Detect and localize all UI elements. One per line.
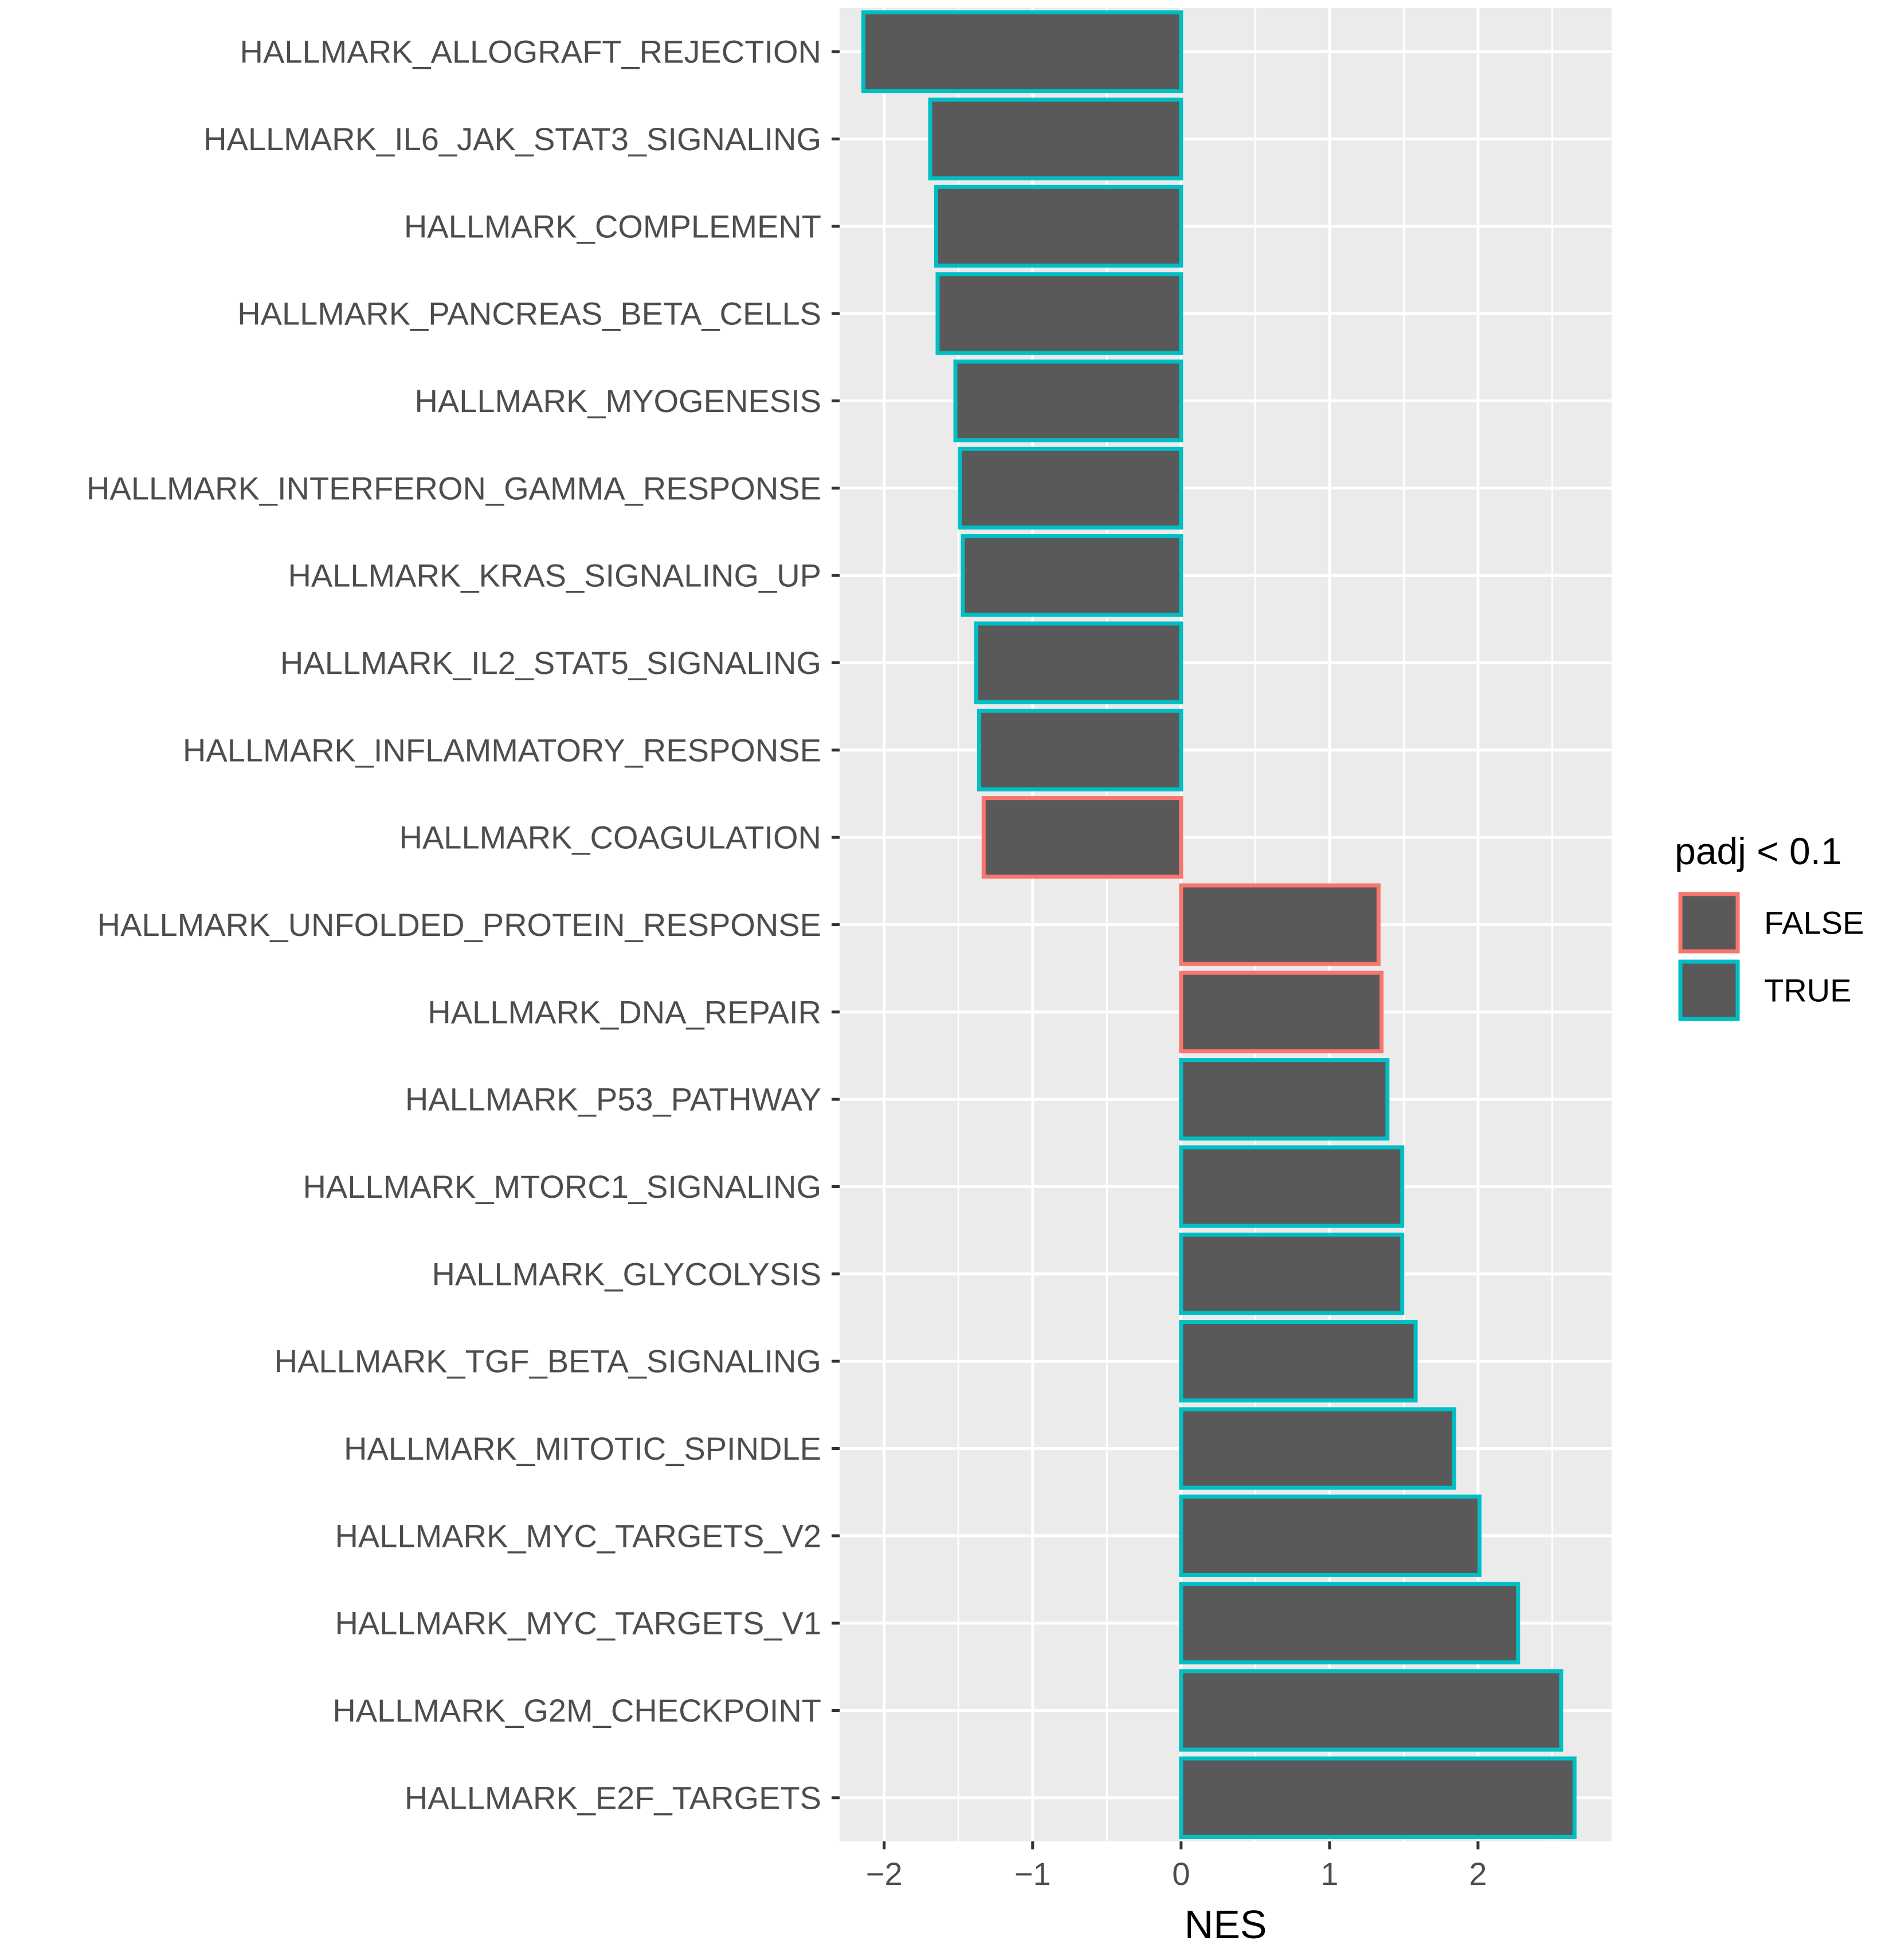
category-label: HALLMARK_KRAS_SIGNALING_UP (288, 558, 821, 594)
legend-label: FALSE (1764, 905, 1864, 941)
category-label: HALLMARK_MTORC1_SIGNALING (303, 1169, 821, 1205)
bars (861, 10, 1577, 1839)
bar (981, 796, 1183, 879)
category-label: HALLMARK_GLYCOLYSIS (432, 1256, 821, 1292)
bar (935, 272, 1183, 355)
category-label: HALLMARK_ALLOGRAFT_REJECTION (240, 34, 821, 70)
bar (961, 534, 1183, 617)
bar (1179, 1145, 1405, 1228)
bar (1179, 883, 1381, 966)
category-label: HALLMARK_G2M_CHECKPOINT (332, 1692, 821, 1728)
legend-label: TRUE (1764, 973, 1851, 1009)
bar (1179, 1582, 1520, 1665)
x-tick-label: −2 (866, 1856, 903, 1892)
bar (861, 10, 1183, 93)
bar (928, 97, 1183, 181)
category-label: HALLMARK_E2F_TARGETS (405, 1779, 821, 1816)
x-tick-label: 0 (1172, 1856, 1190, 1892)
bar (974, 621, 1183, 704)
bar (953, 359, 1183, 442)
x-tick-label: 1 (1320, 1856, 1338, 1892)
category-label: HALLMARK_MYOGENESIS (414, 383, 821, 419)
bar (1179, 970, 1384, 1053)
legend-key (1678, 892, 1740, 954)
category-label: HALLMARK_PANCREAS_BETA_CELLS (237, 296, 821, 332)
legend-title: padj < 0.1 (1675, 830, 1842, 872)
category-label: HALLMARK_INFLAMMATORY_RESPONSE (183, 732, 821, 768)
bar (1179, 1320, 1418, 1403)
bar (934, 185, 1183, 268)
bar (1179, 1669, 1563, 1752)
category-label: HALLMARK_MYC_TARGETS_V2 (335, 1518, 821, 1554)
x-axis: −2 −1 0 1 2 (866, 1841, 1487, 1892)
category-label: HALLMARK_DNA_REPAIR (428, 994, 821, 1030)
bar (1179, 1756, 1577, 1839)
category-label: HALLMARK_P53_PATHWAY (405, 1081, 821, 1118)
y-axis: HALLMARK_ALLOGRAFT_REJECTION HALLMARK_IL6… (87, 34, 840, 1816)
x-tick-label: −1 (1014, 1856, 1051, 1892)
legend-key (1678, 959, 1740, 1021)
bar (977, 708, 1183, 791)
x-axis-title: NES (1185, 1902, 1267, 1947)
category-label: HALLMARK_MYC_TARGETS_V1 (335, 1605, 821, 1641)
bar (1179, 1494, 1482, 1577)
category-label: HALLMARK_COMPLEMENT (404, 208, 821, 244)
category-label: HALLMARK_MITOTIC_SPINDLE (344, 1430, 821, 1467)
category-label: HALLMARK_INTERFERON_GAMMA_RESPONSE (87, 470, 821, 506)
bar (958, 446, 1183, 530)
category-label: HALLMARK_UNFOLDED_PROTEIN_RESPONSE (97, 907, 821, 943)
category-label: HALLMARK_IL6_JAK_STAT3_SIGNALING (203, 121, 821, 157)
category-label: HALLMARK_TGF_BETA_SIGNALING (275, 1343, 821, 1379)
bar (1179, 1232, 1405, 1315)
x-tick-label: 2 (1469, 1856, 1487, 1892)
bar (1179, 1058, 1390, 1141)
legend: padj < 0.1 FALSE TRUE (1675, 830, 1864, 1021)
category-label: HALLMARK_COAGULATION (399, 820, 821, 856)
category-label: HALLMARK_IL2_STAT5_SIGNALING (280, 645, 821, 681)
bar (1179, 1407, 1456, 1490)
